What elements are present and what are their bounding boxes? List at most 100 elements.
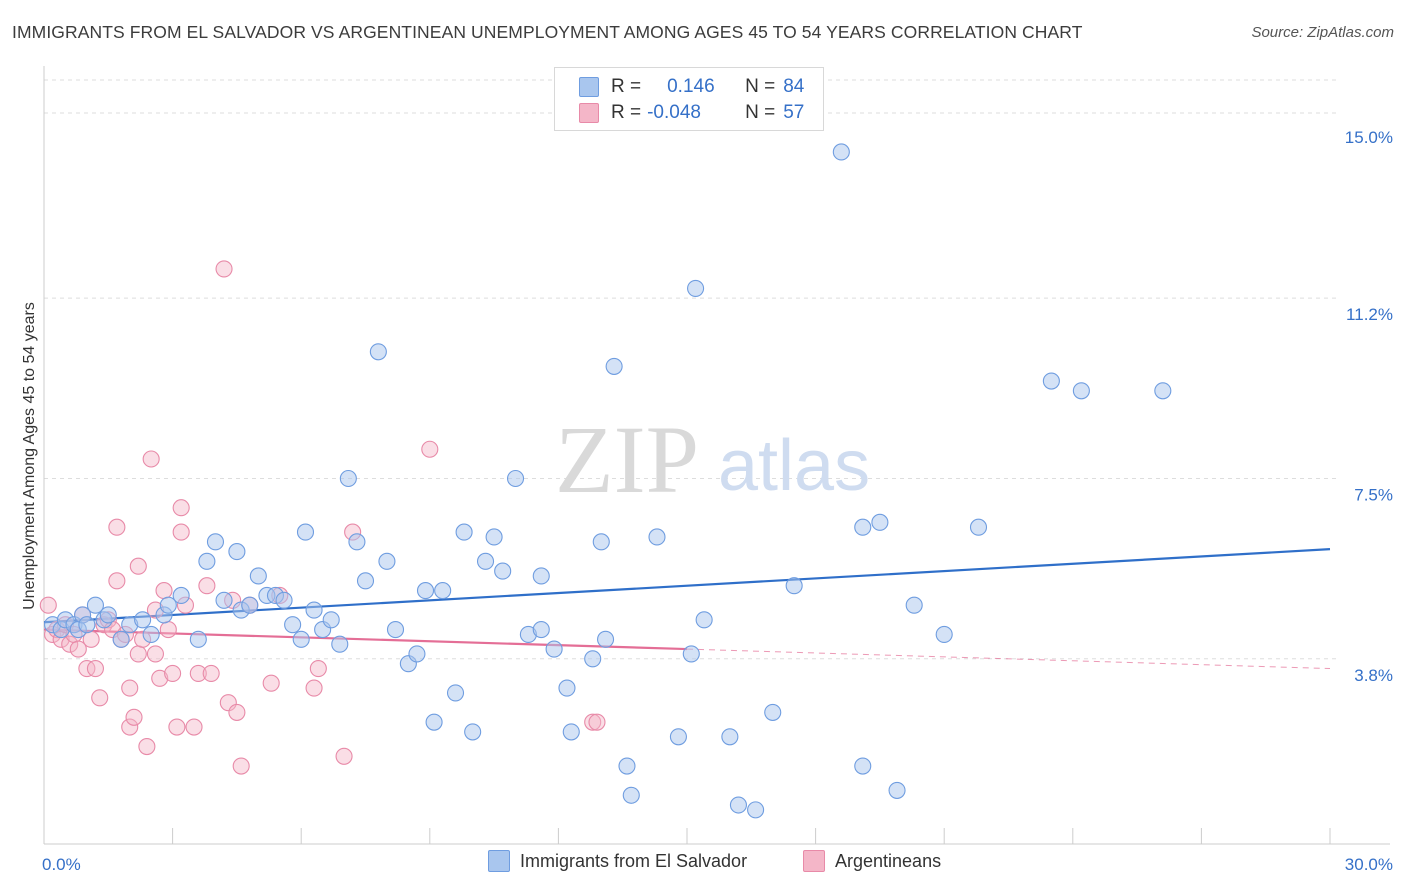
argentineans-point [219, 694, 237, 712]
argentineans-point [584, 713, 602, 731]
legend-swatch-pink [579, 103, 599, 123]
x-tick-label: 0.0% [42, 855, 81, 874]
y-axis-label: Unemployment Among Ages 45 to 54 years [21, 302, 38, 610]
argentineans-point [168, 718, 186, 736]
argentineans-point [421, 440, 439, 458]
argentineans-point [155, 582, 173, 600]
el-salvador-point [1042, 372, 1060, 390]
el-salvador-point [339, 469, 357, 488]
el-salvador-point [605, 357, 623, 375]
el-salvador-point [249, 567, 267, 585]
el-salvador-point [888, 781, 906, 799]
el-salvador-point [425, 713, 443, 731]
argentineans-point [108, 572, 126, 590]
el-salvador-point [494, 562, 512, 580]
argentineans-point [86, 660, 104, 678]
el-salvador-point [99, 606, 117, 624]
el-salvador-point [669, 728, 687, 746]
el-salvador-point [969, 518, 988, 536]
el-salvador-point [532, 567, 550, 585]
el-salvador-point [206, 533, 225, 551]
legend-r-label: R = [611, 102, 642, 123]
el-salvador-point [682, 645, 700, 663]
el-salvador-point [687, 279, 705, 297]
argentineans-point [189, 664, 207, 682]
argentineans-point [78, 660, 96, 678]
argentineans-point [185, 718, 203, 736]
argentineans-point [142, 450, 160, 468]
el-salvador-points [44, 143, 1172, 819]
el-salvador-point [935, 625, 953, 643]
argentineans-point [309, 660, 327, 678]
el-salvador-point [78, 616, 96, 634]
argentineans-point [202, 664, 220, 682]
el-salvador-point [485, 528, 503, 546]
el-salvador-point [854, 518, 872, 536]
el-salvador-point [648, 528, 666, 546]
legend-n-label: N = [745, 102, 776, 123]
el-salvador-point [241, 596, 259, 614]
legend-row-argentineans: R = -0.048 N = 57 [579, 101, 804, 125]
el-salvador-point [532, 621, 550, 639]
bottom-legend-argentineans: Argentineans [803, 850, 941, 872]
el-salvador-point [618, 757, 636, 775]
bottom-legend-el-salvador: Immigrants from El Salvador [488, 850, 747, 872]
el-salvador-point [331, 635, 349, 653]
argentineans-point [215, 260, 233, 278]
el-salvador-point [356, 572, 375, 590]
el-salvador-point [228, 543, 246, 561]
argentineans-point [108, 518, 126, 536]
el-salvador-point [446, 684, 465, 702]
el-salvador-point [86, 596, 104, 614]
el-salvador-point [189, 630, 207, 648]
el-salvador-point [296, 523, 315, 541]
argentineans-point [228, 703, 246, 721]
legend-r-value: -0.048 [647, 102, 701, 123]
argentineans-point [232, 757, 250, 775]
source-label: Source: ZipAtlas.com [1251, 24, 1394, 41]
el-salvador-point [729, 796, 747, 814]
el-salvador-point [434, 582, 452, 600]
argentineans-point [129, 645, 147, 663]
argentineans-point [172, 523, 190, 541]
el-salvador-point [275, 591, 293, 609]
el-salvador-point [386, 621, 405, 639]
el-salvador-point [545, 640, 563, 658]
el-salvador-point [215, 591, 233, 609]
bottom-legend-swatch-blue [488, 850, 510, 872]
argentineans-point [91, 689, 109, 707]
el-salvador-point [416, 582, 435, 600]
legend-swatch-blue [579, 77, 599, 97]
el-salvador-point [134, 611, 152, 629]
el-salvador-point [905, 596, 923, 614]
el-salvador-point [476, 552, 495, 570]
chart-title: IMMIGRANTS FROM EL SALVADOR VS ARGENTINE… [12, 22, 1083, 42]
argentineans-point [39, 596, 57, 614]
argentineans-point [61, 635, 79, 653]
argentineans-point [335, 747, 353, 765]
argentineans-point [146, 645, 165, 663]
el-salvador-point [562, 723, 580, 741]
el-salvador-point [142, 625, 160, 643]
argentineans-point [138, 737, 156, 756]
legend-row-el-salvador: R = 0.146 N = 84 [579, 75, 804, 99]
el-salvador-point [558, 679, 576, 697]
tick-labels: 3.8% 7.5% 11.2% 15.0% 0.0% 30.0% [42, 128, 1393, 874]
el-salvador-point [584, 650, 602, 668]
el-salvador-point [785, 577, 803, 595]
legend: R = 0.146 N = 84 R = -0.048 N = 57 [554, 67, 824, 131]
y-tick-label: 11.2% [1346, 305, 1393, 324]
argentineans-trend-extension [686, 648, 1331, 670]
watermark-zip: ZIP [555, 406, 699, 513]
argentineans-point [121, 718, 139, 736]
el-salvador-point [284, 616, 302, 634]
watermark-atlas: atlas [718, 426, 870, 506]
el-salvador-point [322, 611, 340, 629]
argentineans-point [305, 679, 323, 697]
argentineans-point [121, 679, 139, 697]
bottom-legend-label: Argentineans [835, 850, 942, 871]
el-salvador-point [695, 611, 713, 629]
argentineans-point [159, 621, 177, 639]
el-salvador-point [172, 586, 190, 605]
el-salvador-point [378, 552, 396, 570]
